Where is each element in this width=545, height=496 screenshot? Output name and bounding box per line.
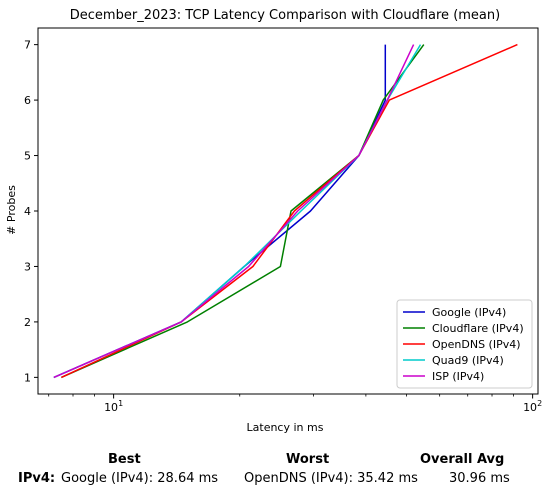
y-tick-label: 2 [24, 316, 31, 329]
y-tick-label: 5 [24, 150, 31, 163]
x-axis-label: Latency in ms [247, 421, 324, 434]
y-tick-label: 4 [24, 205, 31, 218]
x-tick-label: 101 [104, 399, 123, 414]
legend-box [396, 299, 533, 389]
y-axis-label: # Probes [5, 185, 18, 235]
chart-title: December_2023: TCP Latency Comparison wi… [70, 8, 500, 23]
series-line [53, 44, 422, 379]
y-tick-label: 3 [24, 260, 31, 273]
series-line [53, 44, 387, 379]
series-line [53, 44, 415, 379]
y-tick-label: 6 [24, 94, 31, 107]
x-tick-label: 102 [523, 399, 542, 414]
legend-label: OpenDNS (IPv4) [432, 338, 521, 351]
series-line [60, 44, 425, 379]
legend-label: Google (IPv4) [432, 306, 506, 319]
legend-label: Quad9 (IPv4) [432, 354, 504, 367]
legend-label: Cloudflare (IPv4) [432, 322, 524, 335]
legend-label: ISP (IPv4) [432, 370, 484, 383]
y-tick-label: 1 [24, 371, 31, 384]
y-tick-label: 7 [24, 39, 31, 52]
